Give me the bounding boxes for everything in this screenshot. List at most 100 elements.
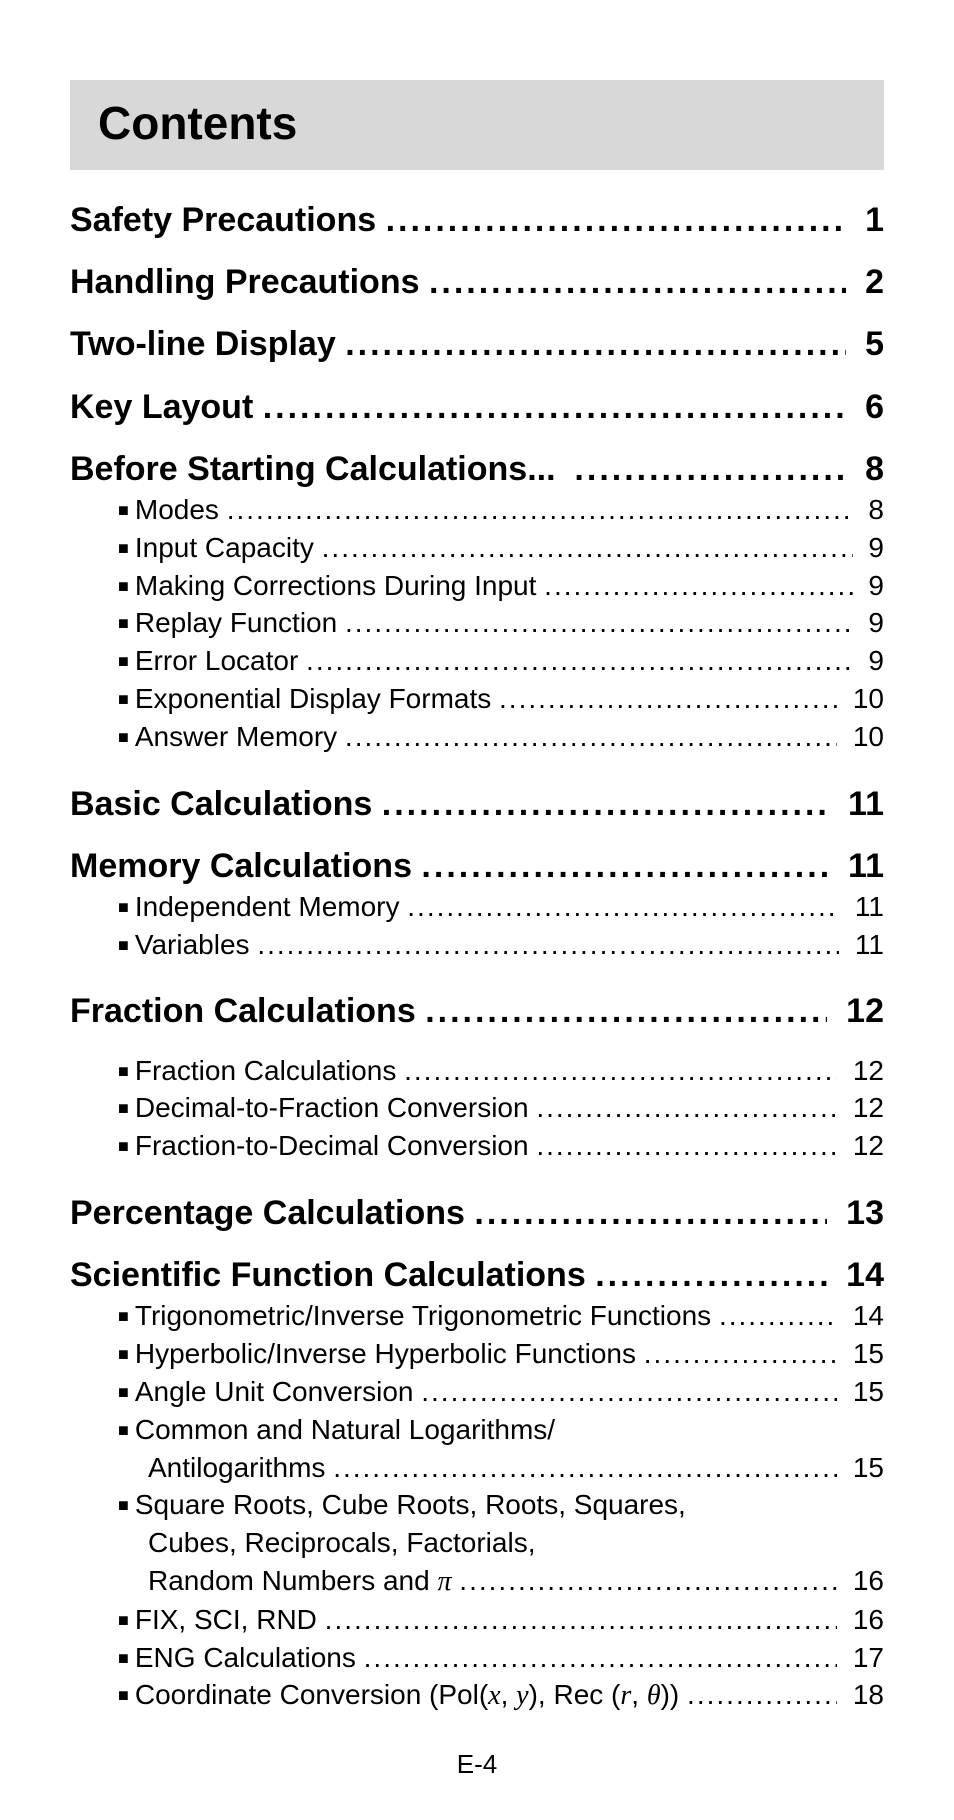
toc-subitem-label: Variables xyxy=(135,926,257,964)
toc-subitem: ■Replay Function .......................… xyxy=(118,604,884,642)
toc-leader-dots: ........................................… xyxy=(429,260,846,304)
toc-section: Key Layout .............................… xyxy=(70,385,884,429)
toc-subitem-label: Hyperbolic/Inverse Hyperbolic Functions xyxy=(135,1335,644,1373)
toc-leader-dots: ........................................… xyxy=(263,385,846,429)
toc-subitem-label: Answer Memory xyxy=(135,718,345,756)
toc-subitem: ■Exponential Display Formats ...........… xyxy=(118,680,884,718)
toc-section: Memory Calculations ....................… xyxy=(70,844,884,888)
toc-subitem-label: Trigonometric/Inverse Trigonometric Func… xyxy=(135,1297,719,1335)
toc-leader-dots: ........................................… xyxy=(459,1562,837,1600)
toc-subitem-page: 12 xyxy=(837,1127,884,1165)
toc-subitem-cont: Antilogarithms .........................… xyxy=(148,1449,884,1487)
toc-section-label: Fraction Calculations xyxy=(70,989,425,1033)
table-of-contents: Safety Precautions .....................… xyxy=(70,198,884,1715)
toc-subitem-label: Input Capacity xyxy=(135,529,322,567)
toc-subitem: ■FIX, SCI, RND .........................… xyxy=(118,1601,884,1639)
toc-section: Percentage Calculations ................… xyxy=(70,1191,884,1235)
toc-subitem-page: 15 xyxy=(837,1449,884,1487)
toc-subitem-label: Decimal-to-Fraction Conversion xyxy=(135,1089,536,1127)
toc-leader-dots: ........................................… xyxy=(227,491,853,529)
square-bullet-icon: ■ xyxy=(118,1683,129,1707)
toc-subitem: ■Variables .............................… xyxy=(118,926,884,964)
toc-section: Handling Precautions ...................… xyxy=(70,260,884,304)
toc-section-page: 11 xyxy=(829,782,884,826)
toc-section-label: Key Layout xyxy=(70,385,263,429)
toc-subitem-label: Error Locator xyxy=(135,642,306,680)
square-bullet-icon: ■ xyxy=(118,536,129,560)
toc-subitem-page: 11 xyxy=(839,926,884,964)
square-bullet-icon: ■ xyxy=(118,498,129,522)
toc-section-label: Memory Calculations xyxy=(70,844,421,888)
toc-leader-dots: ........................................… xyxy=(644,1335,837,1373)
toc-section-label: Two-line Display xyxy=(70,322,345,366)
toc-section-page: 8 xyxy=(846,447,884,491)
toc-subitem: ■Fraction Calculations .................… xyxy=(118,1052,884,1090)
toc-leader-dots: ........................................… xyxy=(306,642,853,680)
toc-subitem-page: 17 xyxy=(837,1639,884,1677)
toc-section-label: Basic Calculations xyxy=(70,782,382,826)
toc-subitem-label: Coordinate Conversion (Pol(x, y), Rec (r… xyxy=(135,1676,687,1715)
toc-section-label: Handling Precautions xyxy=(70,260,429,304)
square-bullet-icon: ■ xyxy=(118,1608,129,1632)
square-bullet-icon: ■ xyxy=(118,649,129,673)
toc-section-page: 13 xyxy=(827,1191,884,1235)
toc-subitem-page: 10 xyxy=(837,718,884,756)
square-bullet-icon: ■ xyxy=(118,611,129,635)
toc-section: Before Starting Calculations... ........… xyxy=(70,447,884,491)
square-bullet-icon: ■ xyxy=(118,725,129,749)
toc-subitem: ■Input Capacity ........................… xyxy=(118,529,884,567)
toc-leader-dots: ........................................… xyxy=(257,926,839,964)
toc-subitem: ■Answer Memory .........................… xyxy=(118,718,884,756)
toc-leader-dots: ........................................… xyxy=(322,529,853,567)
toc-subitem-label: ENG Calculations xyxy=(135,1639,364,1677)
toc-leader-dots: ........................................… xyxy=(595,1253,827,1297)
toc-leader-dots: ........................................… xyxy=(364,1639,837,1677)
square-bullet-icon: ■ xyxy=(118,1493,129,1517)
toc-section-page: 2 xyxy=(846,260,884,304)
toc-leader-dots: ........................................… xyxy=(421,1373,837,1411)
toc-subitem-page: 9 xyxy=(853,642,884,680)
square-bullet-icon: ■ xyxy=(118,1418,129,1442)
toc-subitem-page: 9 xyxy=(853,604,884,642)
toc-subitem-page: 8 xyxy=(853,491,884,529)
toc-subitem-cont-label: Random Numbers and π xyxy=(148,1562,459,1601)
square-bullet-icon: ■ xyxy=(118,1059,129,1083)
toc-leader-dots: ........................................… xyxy=(574,447,845,491)
toc-leader-dots: ........................................… xyxy=(719,1297,837,1335)
toc-section-label: Scientific Function Calculations xyxy=(70,1253,595,1297)
toc-subitem-page: 15 xyxy=(837,1335,884,1373)
toc-subitem: ■Coordinate Conversion (Pol(x, y), Rec (… xyxy=(118,1676,884,1715)
toc-section: Basic Calculations .....................… xyxy=(70,782,884,826)
toc-leader-dots: ........................................… xyxy=(325,1601,837,1639)
square-bullet-icon: ■ xyxy=(118,1134,129,1158)
toc-subitem: ■Error Locator .........................… xyxy=(118,642,884,680)
toc-subitem-label: Fraction-to-Decimal Conversion xyxy=(135,1127,536,1165)
toc-subitem: ■Hyperbolic/Inverse Hyperbolic Functions… xyxy=(118,1335,884,1373)
toc-subitem: ■Making Corrections During Input .......… xyxy=(118,567,884,605)
contents-title: Contents xyxy=(98,97,297,149)
toc-subitem-label: Making Corrections During Input xyxy=(135,567,544,605)
square-bullet-icon: ■ xyxy=(118,687,129,711)
toc-section: Two-line Display .......................… xyxy=(70,322,884,366)
toc-subitem-cont: Cubes, Reciprocals, Factorials, xyxy=(148,1524,884,1562)
toc-section: Scientific Function Calculations .......… xyxy=(70,1253,884,1297)
toc-subitem: ■Decimal-to-Fraction Conversion ........… xyxy=(118,1089,884,1127)
toc-subitem-page: 14 xyxy=(837,1297,884,1335)
toc-subitem-page: 16 xyxy=(837,1562,884,1600)
toc-subitem-label: Fraction Calculations xyxy=(135,1052,404,1090)
square-bullet-icon: ■ xyxy=(118,895,129,919)
toc-subitem-label: FIX, SCI, RND xyxy=(135,1601,325,1639)
page-footer: E-4 xyxy=(70,1749,884,1780)
toc-leader-dots: ........................................… xyxy=(536,1127,837,1165)
toc-leader-dots: ........................................… xyxy=(474,1191,826,1235)
toc-subitem-page: 10 xyxy=(837,680,884,718)
toc-section-label: Percentage Calculations xyxy=(70,1191,474,1235)
toc-subitem: ■Independent Memory ....................… xyxy=(118,888,884,926)
toc-subitem-cont-label: Antilogarithms xyxy=(148,1449,333,1487)
toc-subitem-label: Independent Memory xyxy=(135,888,407,926)
toc-section-page: 5 xyxy=(846,322,884,366)
toc-leader-dots: ........................................… xyxy=(404,1052,837,1090)
toc-subitem-label: Modes xyxy=(135,491,227,529)
toc-leader-dots: ........................................… xyxy=(421,844,828,888)
square-bullet-icon: ■ xyxy=(118,1304,129,1328)
